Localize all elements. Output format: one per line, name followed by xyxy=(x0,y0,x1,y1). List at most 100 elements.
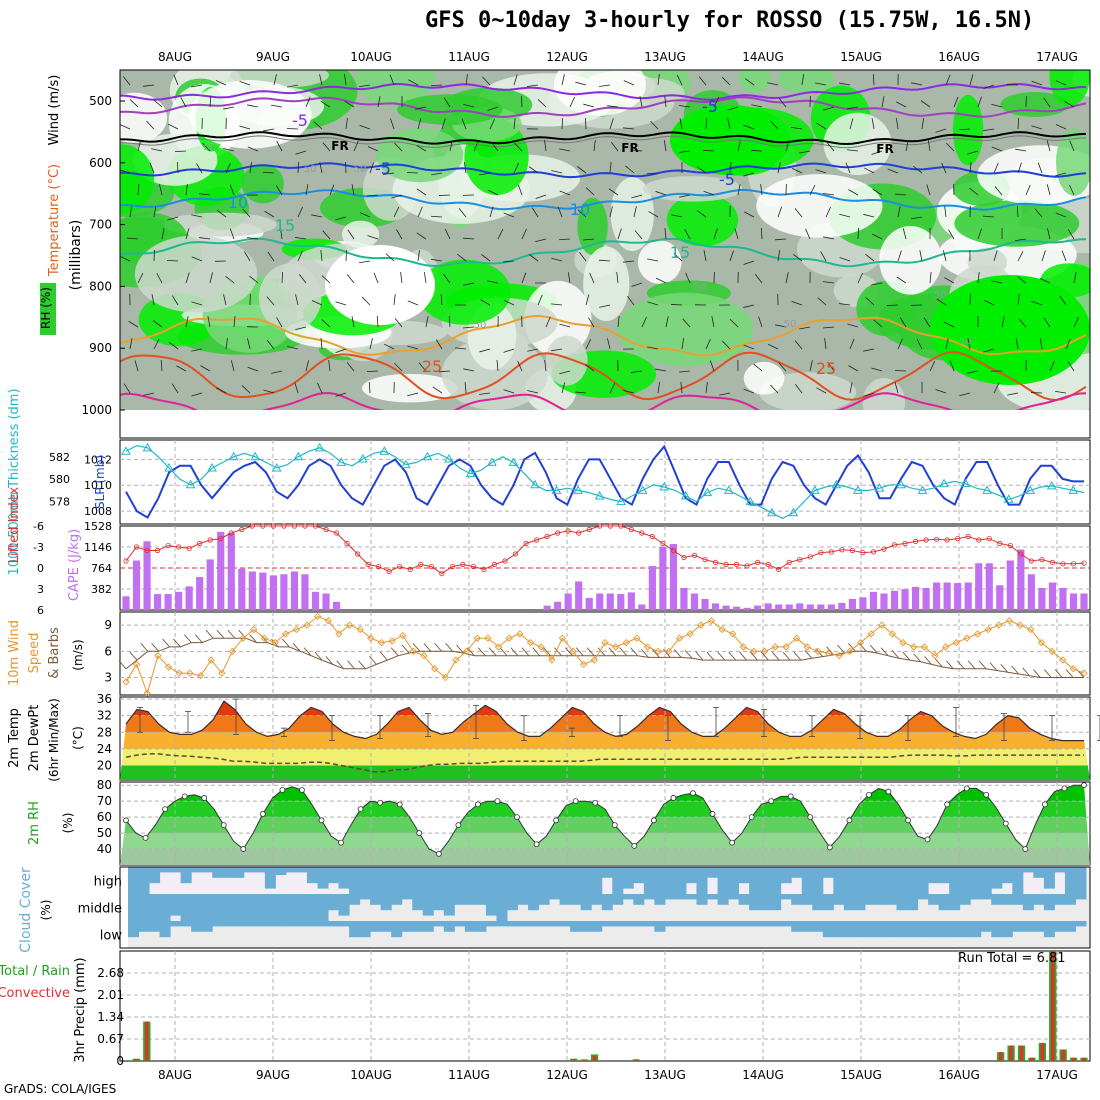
wind-barb xyxy=(743,172,755,177)
cloud-bar xyxy=(138,867,150,894)
cape-bar xyxy=(1027,574,1035,610)
wind-speed-marker xyxy=(750,647,758,655)
wind-barb xyxy=(545,316,551,328)
wind-barb xyxy=(513,74,518,86)
pressure-tick: 600 xyxy=(89,156,112,170)
cape-bar xyxy=(638,604,646,610)
wind-barb xyxy=(737,184,741,196)
wind-barb xyxy=(1041,250,1046,262)
cloud-bar xyxy=(591,867,603,894)
wind-barb xyxy=(276,141,283,152)
wind-barb xyxy=(434,643,443,652)
wind-barb xyxy=(684,229,691,240)
wind-barb xyxy=(247,366,259,372)
cloud-bar xyxy=(728,867,740,894)
cloud-bar xyxy=(675,867,687,894)
wind-barb xyxy=(207,316,211,328)
cloud-bar xyxy=(685,867,697,884)
wind-barb xyxy=(416,188,427,196)
wind-barb xyxy=(267,251,275,262)
precip-tick: 0 xyxy=(116,1054,124,1068)
wind-barb xyxy=(849,338,855,350)
wind-barb xyxy=(760,651,769,661)
li-marker xyxy=(386,568,392,575)
wind-barb xyxy=(944,277,955,284)
wind-barb xyxy=(223,106,235,110)
wind-barb xyxy=(1022,667,1030,677)
wind-speed-marker xyxy=(399,631,407,640)
rh-marker xyxy=(181,793,188,800)
date-tick-bottom: 8AUG xyxy=(158,1068,192,1082)
wind-barbs xyxy=(119,73,1080,397)
rh-marker xyxy=(1081,782,1087,789)
wind-speed-marker xyxy=(654,647,662,655)
wind-barb xyxy=(897,250,902,262)
cloud-bar xyxy=(264,867,276,889)
wind-barb xyxy=(801,74,805,86)
wind-speed-marker xyxy=(228,647,237,655)
cape-bar xyxy=(269,575,277,610)
cloud-bar xyxy=(938,867,950,884)
wind-speed-marker xyxy=(633,634,641,642)
thickness-marker xyxy=(444,454,454,463)
wind-barb xyxy=(247,104,259,108)
wind-speed-marker xyxy=(622,638,630,647)
wind-barb xyxy=(415,106,427,110)
wind-barb xyxy=(597,647,606,656)
wind-barb xyxy=(1033,669,1041,678)
li-marker xyxy=(976,537,982,543)
rh-marker xyxy=(592,799,599,806)
cloud-bar xyxy=(1054,867,1066,873)
wind-barb xyxy=(646,172,659,175)
date-tick-top: 11AUG xyxy=(448,50,490,64)
wind-barb xyxy=(793,253,803,262)
wind-barb xyxy=(567,272,571,284)
wind-barb xyxy=(297,250,303,262)
cape-bar xyxy=(238,568,246,610)
wind-barb xyxy=(166,259,179,262)
thickness-marker xyxy=(745,496,756,506)
wind-speed-marker xyxy=(803,643,811,651)
wind-barb xyxy=(463,237,475,240)
thickness-marker xyxy=(788,507,799,517)
rh-patch xyxy=(952,94,984,166)
wind-barb xyxy=(479,348,491,353)
wind-speed-marker xyxy=(196,672,205,680)
wind-barb xyxy=(137,140,142,152)
cloud-bar xyxy=(1064,867,1076,894)
cloud-bar xyxy=(843,921,855,938)
li-marker xyxy=(639,530,645,536)
wind-barb xyxy=(913,653,922,663)
panel-blank xyxy=(120,410,1090,438)
thickness-marker xyxy=(1046,480,1057,490)
cloud-bar xyxy=(738,894,750,905)
rh-patch xyxy=(954,200,1080,247)
wind-barb xyxy=(393,206,400,218)
wind-barb xyxy=(967,660,976,670)
wind-speed-marker xyxy=(995,621,1003,629)
thickness-marker xyxy=(401,459,411,469)
cape-bar xyxy=(869,591,878,610)
rh-field xyxy=(120,70,1090,410)
wind-barb xyxy=(619,647,628,656)
rh-patch xyxy=(617,292,754,367)
rh-marker xyxy=(377,799,384,806)
wind-barb xyxy=(647,301,659,306)
cloud-bar xyxy=(149,867,161,884)
cloud-bar xyxy=(475,867,487,894)
wind-barb xyxy=(118,660,127,670)
wind-barb xyxy=(770,384,779,394)
wind-barb xyxy=(929,272,932,284)
wind-barb xyxy=(824,338,827,350)
panel-frame xyxy=(119,439,1091,525)
date-tick-top: 12AUG xyxy=(546,50,588,64)
li-marker xyxy=(965,533,971,540)
cloud-bar xyxy=(391,867,403,894)
precip-convective-bar xyxy=(571,1059,576,1061)
wind-speed-marker xyxy=(335,630,343,638)
cloud-bar xyxy=(506,894,519,911)
cloud-bar xyxy=(622,894,634,900)
date-tick-bottom: 10AUG xyxy=(350,1068,392,1082)
wind-barb xyxy=(191,256,203,262)
wind-barb xyxy=(385,253,395,262)
